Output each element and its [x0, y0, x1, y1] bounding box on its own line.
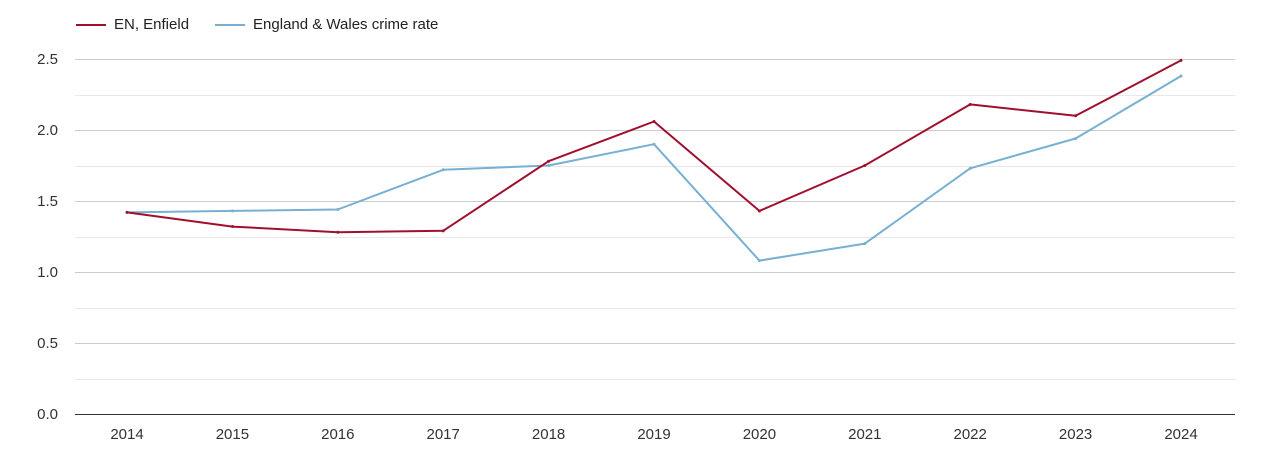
- legend-swatch-enfield: [76, 23, 106, 26]
- x-axis-ticks: 2014 2015 2016 2017 2018 2019 2020 2021 2022 2023…: [110, 426, 1197, 443]
- data-point[interactable]: [1179, 58, 1183, 62]
- data-point[interactable]: [863, 242, 867, 246]
- grid-lines: [75, 59, 1235, 380]
- data-point[interactable]: [1074, 114, 1078, 118]
- y-axis-ticks: 0.0 0.5 1.0 1.5 2.0 2.5: [37, 51, 58, 423]
- legend-label-england-wales: England & Wales crime rate: [253, 16, 439, 33]
- data-point[interactable]: [652, 142, 656, 146]
- series-lines: [125, 58, 1183, 263]
- x-tick-label: 2014: [110, 426, 143, 443]
- data-point[interactable]: [547, 164, 551, 167]
- data-point[interactable]: [230, 209, 234, 213]
- data-point[interactable]: [441, 229, 445, 233]
- data-point[interactable]: [336, 230, 340, 234]
- x-tick-label: 2015: [216, 426, 249, 443]
- series-line-1[interactable]: [126, 75, 1182, 262]
- y-tick-label: 2.5: [37, 51, 58, 68]
- data-point[interactable]: [1074, 137, 1078, 141]
- x-tick-label: 2024: [1164, 426, 1197, 443]
- x-tick-label: 2017: [427, 426, 460, 443]
- legend-item-england-wales[interactable]: England & Wales crime rate: [215, 16, 438, 33]
- x-tick-label: 2023: [1059, 426, 1092, 443]
- data-point[interactable]: [968, 102, 972, 106]
- data-point[interactable]: [547, 159, 551, 163]
- legend-label-enfield: EN, Enfield: [114, 16, 190, 33]
- y-tick-label: 2.0: [37, 122, 58, 139]
- y-tick-label: 1.0: [37, 264, 58, 281]
- data-point[interactable]: [652, 119, 656, 123]
- data-point[interactable]: [757, 209, 761, 213]
- legend-item-enfield[interactable]: EN, Enfield: [76, 16, 189, 33]
- y-tick-label: 0.0: [37, 406, 58, 423]
- data-point[interactable]: [125, 210, 129, 214]
- data-point[interactable]: [230, 225, 234, 229]
- data-point[interactable]: [336, 208, 340, 212]
- data-point[interactable]: [441, 168, 445, 172]
- x-tick-label: 2022: [954, 426, 987, 443]
- data-point[interactable]: [1179, 74, 1183, 78]
- x-tick-label: 2021: [848, 426, 881, 443]
- x-tick-label: 2020: [743, 426, 776, 443]
- x-tick-label: 2018: [532, 426, 565, 443]
- x-tick-label: 2019: [637, 426, 670, 443]
- x-tick-label: 2016: [321, 426, 354, 443]
- y-tick-label: 0.5: [37, 335, 58, 352]
- legend: EN, Enfield England & Wales crime rate: [76, 16, 464, 33]
- data-point[interactable]: [757, 259, 761, 263]
- series-line-0[interactable]: [126, 59, 1182, 234]
- y-tick-label: 1.5: [37, 193, 58, 210]
- legend-swatch-england-wales: [215, 23, 246, 26]
- data-point[interactable]: [863, 164, 867, 167]
- data-point[interactable]: [968, 166, 972, 170]
